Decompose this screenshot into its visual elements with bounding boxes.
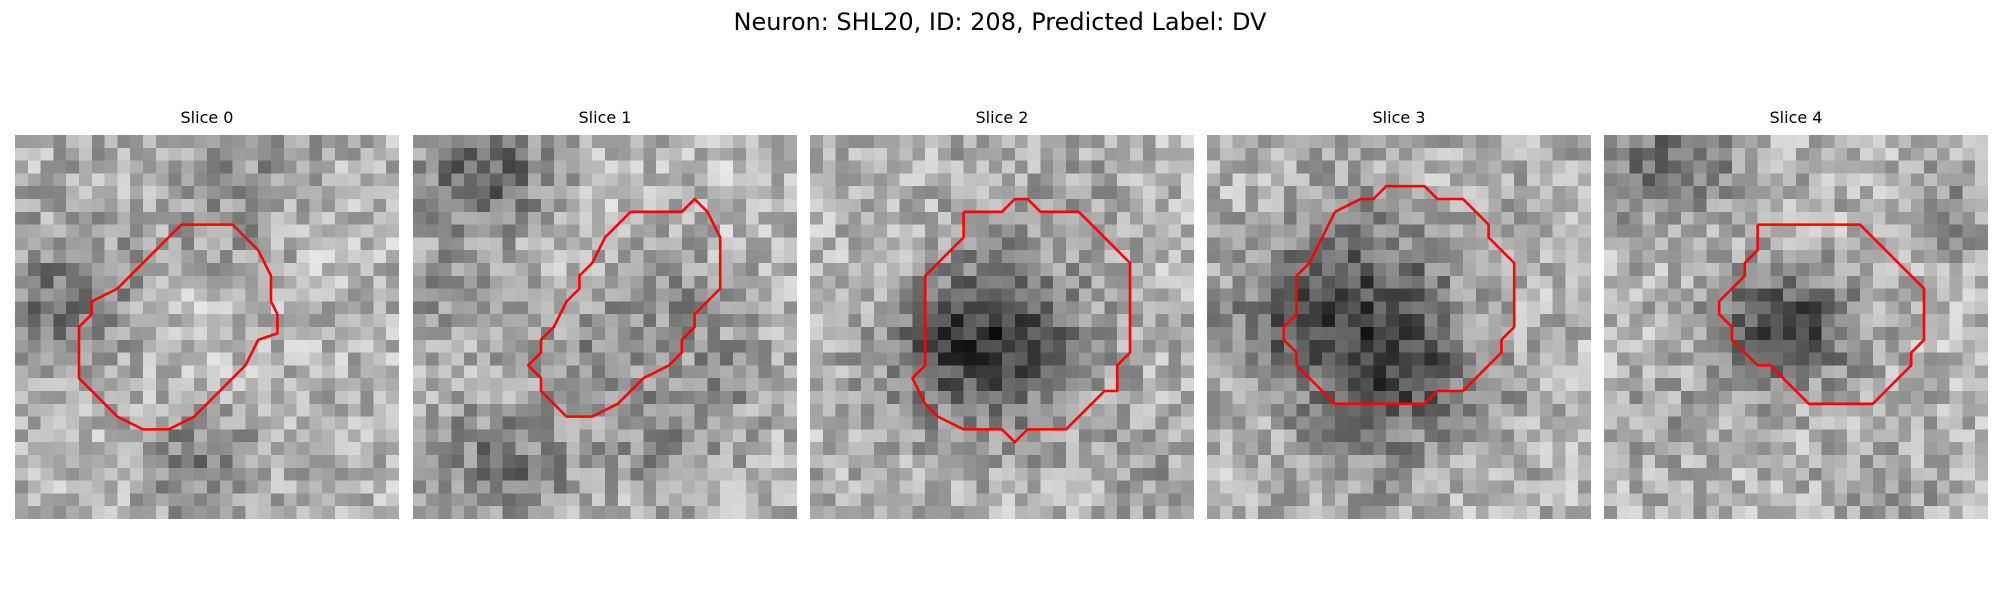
microscopy-slice bbox=[15, 135, 399, 519]
slice-image bbox=[15, 135, 399, 519]
slice-panel-3: Slice 3 bbox=[1207, 108, 1591, 518]
slice-image bbox=[810, 135, 1194, 519]
slice-image bbox=[1604, 135, 1988, 519]
microscopy-slice bbox=[1207, 135, 1591, 519]
slice-title: Slice 0 bbox=[15, 108, 399, 127]
slice-panel-1: Slice 1 bbox=[413, 108, 797, 518]
slice-title: Slice 2 bbox=[810, 108, 1194, 127]
slice-title: Slice 1 bbox=[413, 108, 797, 127]
slice-title: Slice 4 bbox=[1604, 108, 1988, 127]
slice-panel-4: Slice 4 bbox=[1604, 108, 1988, 518]
figure-title: Neuron: SHL20, ID: 208, Predicted Label:… bbox=[0, 8, 2000, 36]
microscopy-slice bbox=[810, 135, 1194, 519]
slice-title: Slice 3 bbox=[1207, 108, 1591, 127]
microscopy-slice bbox=[413, 135, 797, 519]
slice-panel-2: Slice 2 bbox=[810, 108, 1194, 518]
slice-image bbox=[413, 135, 797, 519]
slice-panel-0: Slice 0 bbox=[15, 108, 399, 518]
slice-image bbox=[1207, 135, 1591, 519]
microscopy-slice bbox=[1604, 135, 1988, 519]
